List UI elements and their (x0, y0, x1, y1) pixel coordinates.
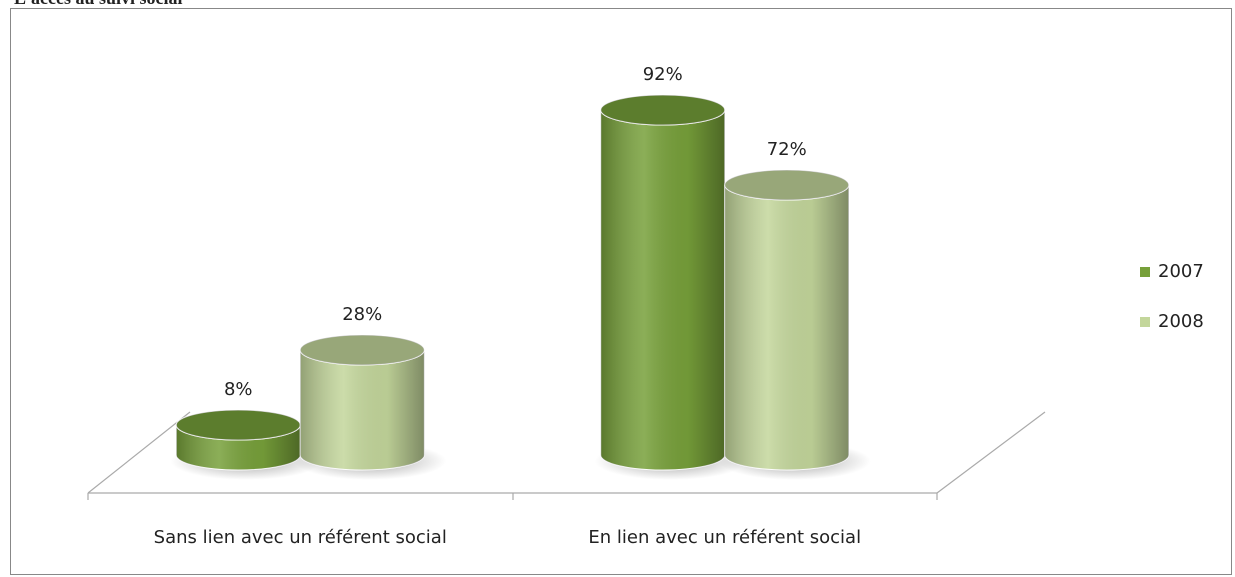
legend-swatch (1140, 267, 1150, 277)
cylinder-top-shade (176, 410, 301, 440)
cylinder-top (724, 169, 850, 201)
cylinder-top-shade (300, 335, 425, 365)
cylinder-shade (600, 110, 725, 470)
cylinder (175, 409, 301, 471)
cylinder (600, 94, 726, 471)
data-label: 92% (643, 64, 683, 85)
cylinder-top-shade (724, 170, 849, 200)
cylinder-shade (300, 350, 425, 470)
cylinder (724, 169, 850, 471)
chart-border (10, 8, 1232, 575)
cylinder-shade (724, 185, 849, 470)
data-label: 28% (342, 304, 382, 325)
cylinder-top (600, 94, 726, 126)
x-tick-label: Sans lien avec un référent social (154, 527, 447, 548)
legend-label: 2007 (1158, 261, 1204, 282)
data-label: 72% (767, 139, 807, 160)
cylinder-top (299, 334, 425, 366)
cylinder-shade (176, 425, 301, 470)
x-tick-label: En lien avec un référent social (588, 527, 861, 548)
data-label: 8% (224, 379, 253, 400)
legend-label: 2008 (1158, 311, 1204, 332)
floor (87, 411, 1046, 500)
chart-title: L'accès au suivi social (14, 0, 183, 8)
legend-swatch (1140, 317, 1150, 327)
cylinder (299, 334, 425, 471)
cylinder-top-shade (600, 95, 725, 125)
